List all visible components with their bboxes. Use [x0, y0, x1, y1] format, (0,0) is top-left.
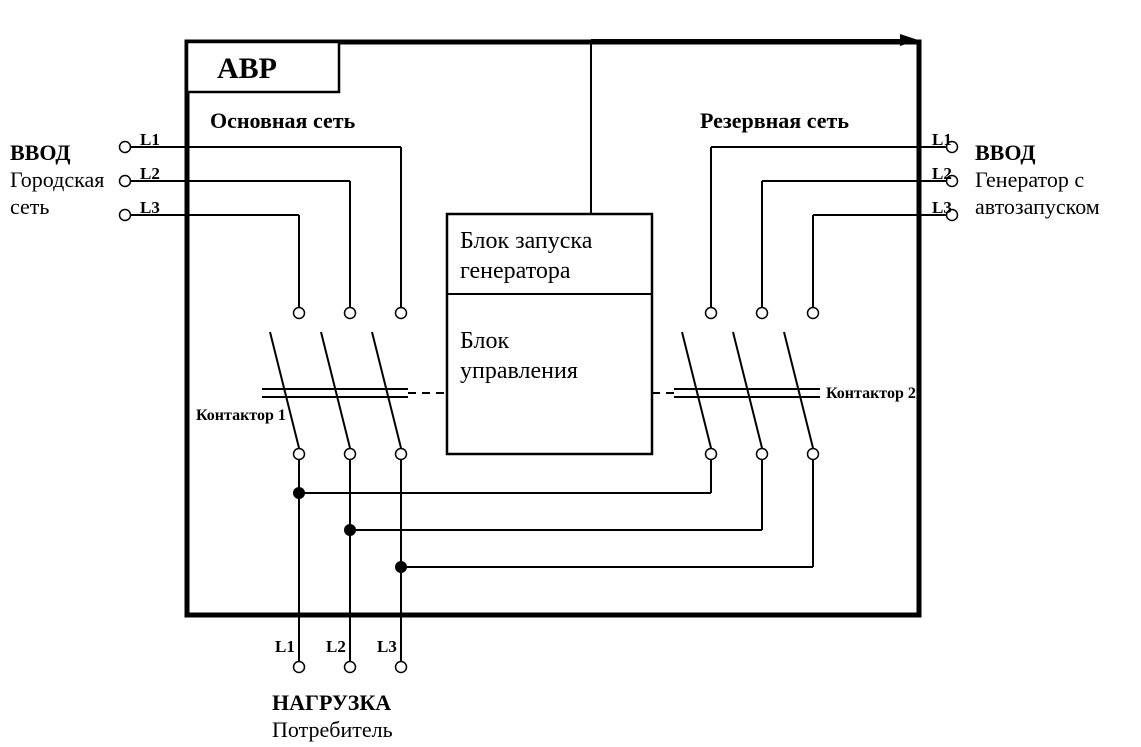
output-bus: L1 L2 L3 [275, 460, 813, 673]
load-label-l1: НАГРУЗКА [272, 690, 391, 715]
diagram-root: АВР Основная сеть Резервная сеть ВВОД Го… [0, 0, 1141, 747]
block-start-l1: Блок запуска [460, 228, 593, 254]
out-phase-l3: L3 [377, 637, 397, 656]
block-ctrl-l2: управления [460, 358, 578, 384]
control-block: Блок запуска генератора Блок управления [447, 214, 652, 454]
load-label-l2: Потребитель [272, 717, 393, 742]
contactor-2: Контактор 2 [674, 332, 916, 460]
block-start-l2: генератора [460, 258, 571, 284]
contactor2-label: Контактор 2 [826, 385, 916, 402]
left-input-l2: Городская [10, 167, 104, 192]
reserve-net-label: Резервная сеть [700, 108, 849, 133]
right-input-l1: ВВОД [975, 140, 1036, 165]
block-ctrl-l1: Блок [460, 328, 509, 354]
out-phase-l2: L2 [326, 637, 346, 656]
right-input-l2: Генератор с [975, 167, 1084, 192]
left-input-l1: ВВОД [10, 140, 71, 165]
left-input-group: L1 L2 L3 [120, 130, 407, 319]
main-net-label: Основная сеть [210, 108, 356, 133]
contactor1-label: Контактор 1 [196, 407, 286, 424]
left-input-l3: сеть [10, 194, 49, 219]
title-text: АВР [217, 52, 277, 85]
out-phase-l1: L1 [275, 637, 295, 656]
right-input-l3: автозапуском [975, 194, 1100, 219]
contactor-1: Контактор 1 [196, 332, 408, 460]
